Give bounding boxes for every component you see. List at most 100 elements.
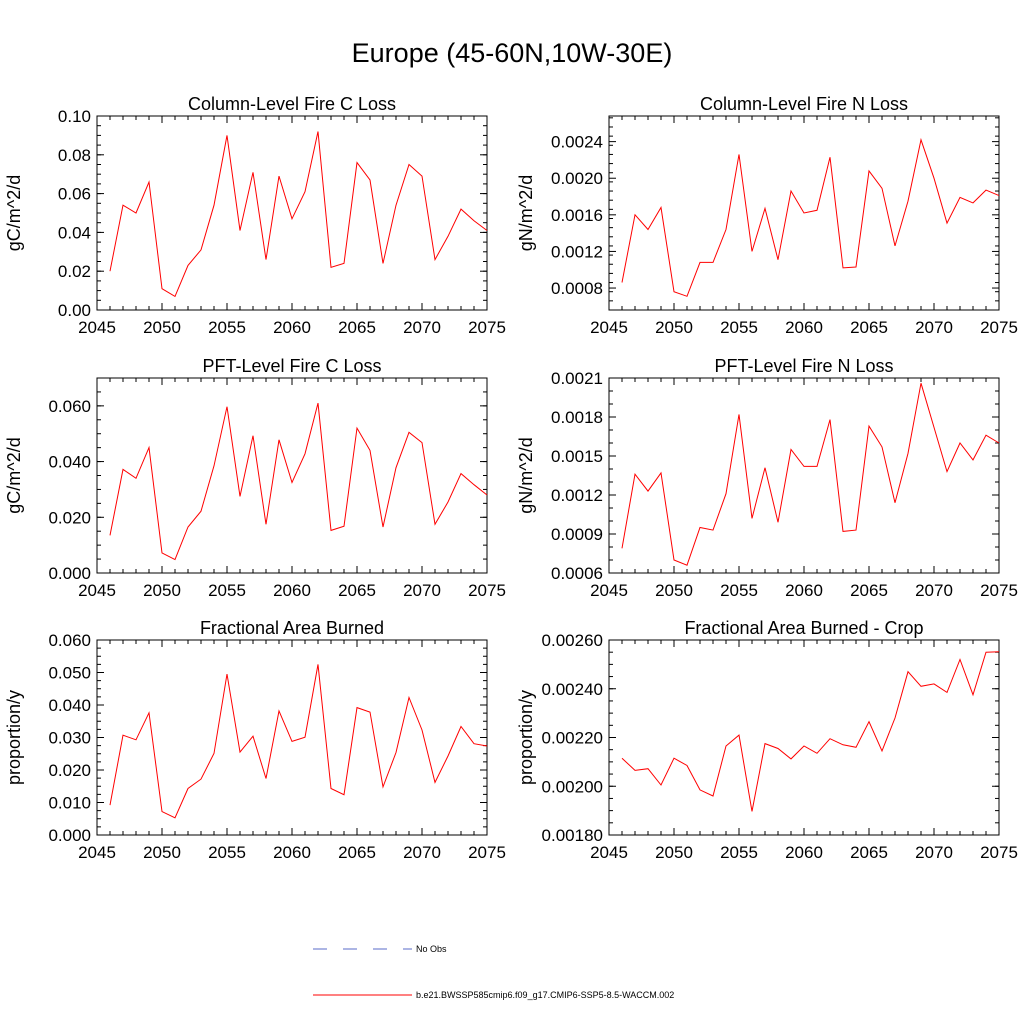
chart-2-xtick-label: 2050 xyxy=(655,318,693,337)
chart-6-ytick-label: 0.00220 xyxy=(542,729,603,748)
chart-1-xtick-label: 2050 xyxy=(143,318,181,337)
chart-1-ytick-label: 0.06 xyxy=(58,185,91,204)
legend-label-model: b.e21.BWSSP585cmip6.f09_g17.CMIP6-SSP5-8… xyxy=(416,990,675,1000)
chart-2-series-line xyxy=(621,137,1000,297)
chart-4-xtick-label: 2050 xyxy=(655,581,693,600)
chart-5-ytick-label: 0.040 xyxy=(48,696,91,715)
chart-2-xtick-label: 2075 xyxy=(980,318,1018,337)
chart-3-ytick-label: 0.020 xyxy=(48,508,91,527)
chart-5-ytick-label: 0.020 xyxy=(48,761,91,780)
chart-3-frame xyxy=(96,377,488,574)
chart-4-ytick-label: 0.0021 xyxy=(551,369,603,388)
chart-1-ytick-label: 0.10 xyxy=(58,107,91,126)
chart-3-xtick-label: 2045 xyxy=(78,581,116,600)
chart-4-frame xyxy=(608,377,1000,574)
chart-2-ytick-label: 0.0016 xyxy=(551,206,603,225)
chart-4-xtick-label: 2060 xyxy=(785,581,823,600)
chart-2-xtick-label: 2070 xyxy=(915,318,953,337)
chart-4-ytick-label: 0.0009 xyxy=(551,525,603,544)
chart-6-ytick-label: 0.00260 xyxy=(542,631,603,650)
chart-5-xtick-label: 2075 xyxy=(468,843,506,862)
chart-5-xtick-label: 2055 xyxy=(208,843,246,862)
chart-4-xtick-label: 2070 xyxy=(915,581,953,600)
chart-1-xtick-label: 2065 xyxy=(338,318,376,337)
chart-5-title: Fractional Area Burned xyxy=(200,618,384,638)
chart-5-ytick-label: 0.010 xyxy=(48,794,91,813)
chart-6-xtick-label: 2050 xyxy=(655,843,693,862)
chart-6-xtick-label: 2075 xyxy=(980,843,1018,862)
chart-5-frame xyxy=(96,639,488,836)
chart-2-ytick-label: 0.0020 xyxy=(551,169,603,188)
chart-4-xtick-label: 2075 xyxy=(980,581,1018,600)
chart-1-xtick-label: 2060 xyxy=(273,318,311,337)
chart-1-ytick-label: 0.00 xyxy=(58,301,91,320)
chart-1-series-line xyxy=(109,131,488,298)
chart-6-ylabel: proportion/y xyxy=(516,690,536,785)
chart-3-xtick-label: 2070 xyxy=(403,581,441,600)
chart-1-xtick-label: 2070 xyxy=(403,318,441,337)
chart-1-xtick-label: 2045 xyxy=(78,318,116,337)
chart-6-ytick-label: 0.00200 xyxy=(542,777,603,796)
chart-4-series-line xyxy=(621,383,1000,566)
chart-4-ytick-label: 0.0006 xyxy=(551,564,603,583)
chart-5-xtick-label: 2060 xyxy=(273,843,311,862)
chart-3-series-line xyxy=(109,402,488,561)
chart-6-xtick-label: 2065 xyxy=(850,843,888,862)
legend-label-no-obs: No Obs xyxy=(416,944,447,954)
chart-3-xtick-label: 2060 xyxy=(273,581,311,600)
chart-2-ytick-label: 0.0012 xyxy=(551,242,603,261)
chart-6-xtick-label: 2060 xyxy=(785,843,823,862)
chart-3-ylabel: gC/m^2/d xyxy=(4,437,24,513)
chart-5-xtick-label: 2050 xyxy=(143,843,181,862)
chart-6-ytick-label: 0.00180 xyxy=(542,826,603,845)
chart-5-ytick-label: 0.030 xyxy=(48,729,91,748)
chart-5-ytick-label: 0.050 xyxy=(48,664,91,683)
chart-1-title: Column-Level Fire C Loss xyxy=(188,94,396,114)
chart-5-ylabel: proportion/y xyxy=(4,690,24,785)
chart-4-xtick-label: 2065 xyxy=(850,581,888,600)
chart-1-ylabel: gC/m^2/d xyxy=(4,175,24,251)
chart-2-xtick-label: 2055 xyxy=(720,318,758,337)
chart-2-xtick-label: 2065 xyxy=(850,318,888,337)
chart-2-ytick-label: 0.0008 xyxy=(551,279,603,298)
chart-6-xtick-label: 2045 xyxy=(590,843,628,862)
chart-4-title: PFT-Level Fire N Loss xyxy=(714,356,893,376)
chart-3-ytick-label: 0.040 xyxy=(48,453,91,472)
chart-1-ytick-label: 0.04 xyxy=(58,223,91,242)
chart-5-xtick-label: 2045 xyxy=(78,843,116,862)
chart-2-xtick-label: 2045 xyxy=(590,318,628,337)
chart-3-ytick-label: 0.000 xyxy=(48,564,91,583)
chart-6-title: Fractional Area Burned - Crop xyxy=(684,618,923,638)
chart-2-title: Column-Level Fire N Loss xyxy=(700,94,908,114)
page-title: Europe (45-60N,10W-30E) xyxy=(351,38,673,68)
chart-3-xtick-label: 2055 xyxy=(208,581,246,600)
chart-4-xtick-label: 2055 xyxy=(720,581,758,600)
chart-6-xtick-label: 2070 xyxy=(915,843,953,862)
chart-5-ytick-label: 0.060 xyxy=(48,631,91,650)
chart-6-ytick-label: 0.00240 xyxy=(542,680,603,699)
chart-5-xtick-label: 2070 xyxy=(403,843,441,862)
chart-5-series-line xyxy=(109,664,488,819)
chart-5-xtick-label: 2065 xyxy=(338,843,376,862)
chart-1-ytick-label: 0.08 xyxy=(58,146,91,165)
chart-4-xtick-label: 2045 xyxy=(590,581,628,600)
chart-2-ylabel: gN/m^2/d xyxy=(516,175,536,251)
chart-3-xtick-label: 2050 xyxy=(143,581,181,600)
chart-6-xtick-label: 2055 xyxy=(720,843,758,862)
chart-1-ytick-label: 0.02 xyxy=(58,262,91,281)
chart-3-title: PFT-Level Fire C Loss xyxy=(202,356,381,376)
chart-3-xtick-label: 2075 xyxy=(468,581,506,600)
chart-5-ytick-label: 0.000 xyxy=(48,826,91,845)
chart-2-xtick-label: 2060 xyxy=(785,318,823,337)
chart-2-ytick-label: 0.0024 xyxy=(551,133,603,152)
chart-4-ytick-label: 0.0012 xyxy=(551,486,603,505)
chart-1-frame xyxy=(96,115,488,311)
chart-3-ytick-label: 0.060 xyxy=(48,397,91,416)
chart-4-ytick-label: 0.0018 xyxy=(551,408,603,427)
chart-6-frame xyxy=(608,639,1000,836)
chart-6-series-line xyxy=(621,651,1000,812)
chart-4-ytick-label: 0.0015 xyxy=(551,447,603,466)
chart-1-xtick-label: 2075 xyxy=(468,318,506,337)
chart-3-xtick-label: 2065 xyxy=(338,581,376,600)
